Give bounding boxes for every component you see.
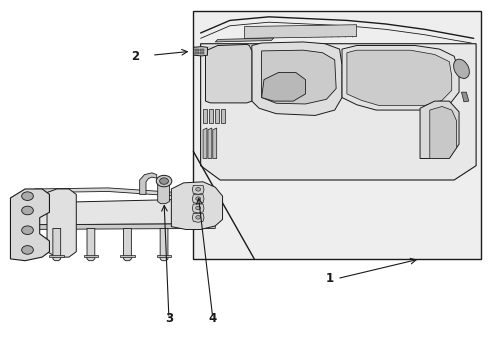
Polygon shape [346,50,451,105]
Polygon shape [15,188,215,207]
Polygon shape [15,224,215,229]
Polygon shape [261,50,335,104]
Polygon shape [461,92,468,102]
Polygon shape [212,128,216,158]
Polygon shape [120,255,135,257]
Polygon shape [49,255,64,257]
Bar [195,49,198,51]
Polygon shape [207,128,211,158]
Polygon shape [429,107,456,158]
Polygon shape [171,182,222,229]
Text: 1: 1 [325,272,333,285]
Polygon shape [192,213,203,222]
Polygon shape [205,44,251,103]
Polygon shape [83,255,98,257]
Circle shape [156,175,171,187]
Polygon shape [341,45,458,110]
Circle shape [159,178,168,184]
Bar [220,109,224,123]
Circle shape [195,206,200,210]
Ellipse shape [453,59,468,78]
Polygon shape [158,182,169,204]
Bar [200,49,203,51]
Text: 4: 4 [208,311,217,325]
Polygon shape [160,228,167,261]
Bar [200,51,203,54]
Polygon shape [53,228,61,261]
Polygon shape [192,204,203,213]
Polygon shape [87,228,95,261]
Text: 3: 3 [164,311,173,325]
Circle shape [21,246,33,254]
Polygon shape [193,46,207,56]
Circle shape [195,216,200,219]
Bar [193,12,480,259]
Polygon shape [140,173,157,194]
Polygon shape [200,44,475,180]
Polygon shape [192,185,203,194]
Polygon shape [419,101,458,158]
Polygon shape [47,189,76,257]
Bar [195,51,198,54]
Polygon shape [123,228,131,261]
Polygon shape [192,195,203,204]
Circle shape [195,197,200,201]
Polygon shape [15,199,215,225]
Circle shape [21,206,33,215]
Polygon shape [261,72,305,101]
Polygon shape [244,25,356,39]
Bar [214,109,219,123]
Polygon shape [251,42,341,116]
Polygon shape [215,38,273,42]
Polygon shape [10,189,49,261]
Circle shape [21,226,33,234]
Circle shape [195,188,200,191]
Polygon shape [157,255,171,257]
Bar [203,109,207,123]
Circle shape [21,192,33,201]
Polygon shape [203,128,206,158]
Bar [208,109,213,123]
Text: 2: 2 [130,50,139,63]
